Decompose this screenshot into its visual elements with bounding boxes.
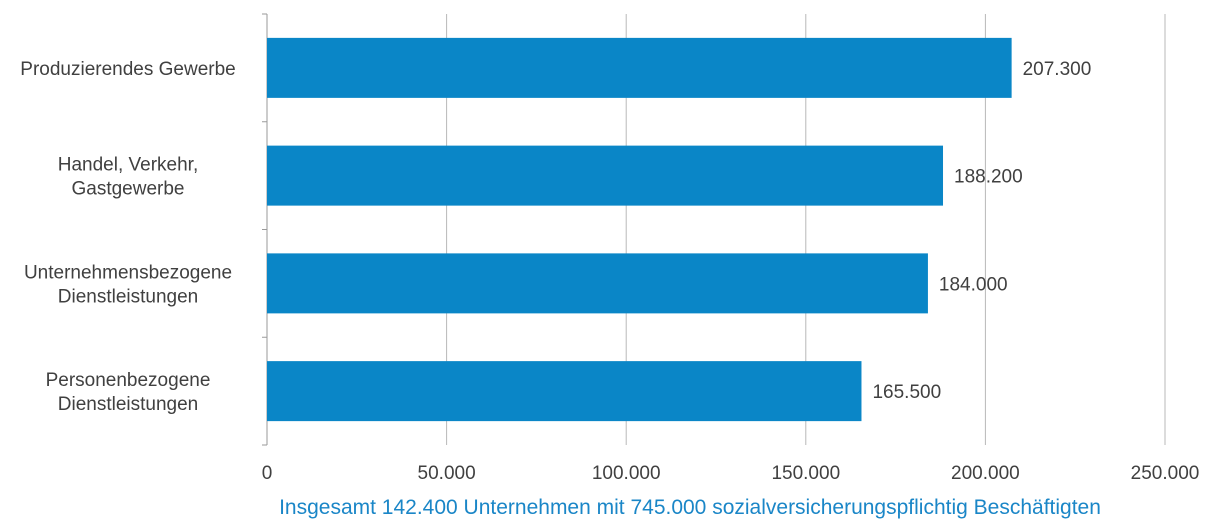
value-label: 207.300 [1023, 59, 1092, 80]
category-label-line: Unternehmensbezogene [24, 262, 232, 283]
x-tick-labels: 0 50.000 100.000 150.000 200.000 250.000 [262, 463, 1200, 484]
bars [267, 37, 1012, 422]
category-label: Produzierendes Gewerbe [20, 59, 235, 80]
value-label: 184.000 [939, 274, 1008, 295]
bar [267, 145, 944, 206]
category-label-line: Handel, Verkehr, [58, 155, 198, 176]
bar [267, 37, 1012, 98]
bar [267, 253, 928, 314]
x-tick-label: 100.000 [592, 463, 661, 484]
category-label-line: Produzierendes Gewerbe [20, 59, 235, 80]
y-axis [262, 13, 268, 446]
x-tick-label: 150.000 [771, 463, 840, 484]
x-tick-label: 250.000 [1131, 463, 1200, 484]
category-label-line: Dienstleistungen [58, 286, 198, 307]
value-labels: 207.300 188.200 184.000 165.500 [872, 59, 1091, 403]
footnote-text: Insgesamt 142.400 Unternehmen mit 745.00… [279, 496, 1101, 519]
category-label-line: Gastgewerbe [71, 179, 184, 200]
category-label-line: Personenbezogene [46, 370, 211, 391]
category-label-line: Dienstleistungen [58, 394, 198, 415]
x-tick-label: 0 [262, 463, 273, 484]
category-label: Unternehmensbezogene Dienstleistungen [24, 262, 232, 307]
x-tick-label: 50.000 [418, 463, 476, 484]
category-labels: Produzierendes Gewerbe Handel, Verkehr, Ga… [20, 59, 235, 415]
x-tick-label: 200.000 [951, 463, 1020, 484]
value-label: 188.200 [954, 167, 1023, 188]
bar [267, 361, 862, 422]
value-label: 165.500 [872, 382, 941, 403]
category-label: Handel, Verkehr, Gastgewerbe [58, 155, 198, 200]
category-label: Personenbezogene Dienstleistungen [46, 370, 211, 415]
